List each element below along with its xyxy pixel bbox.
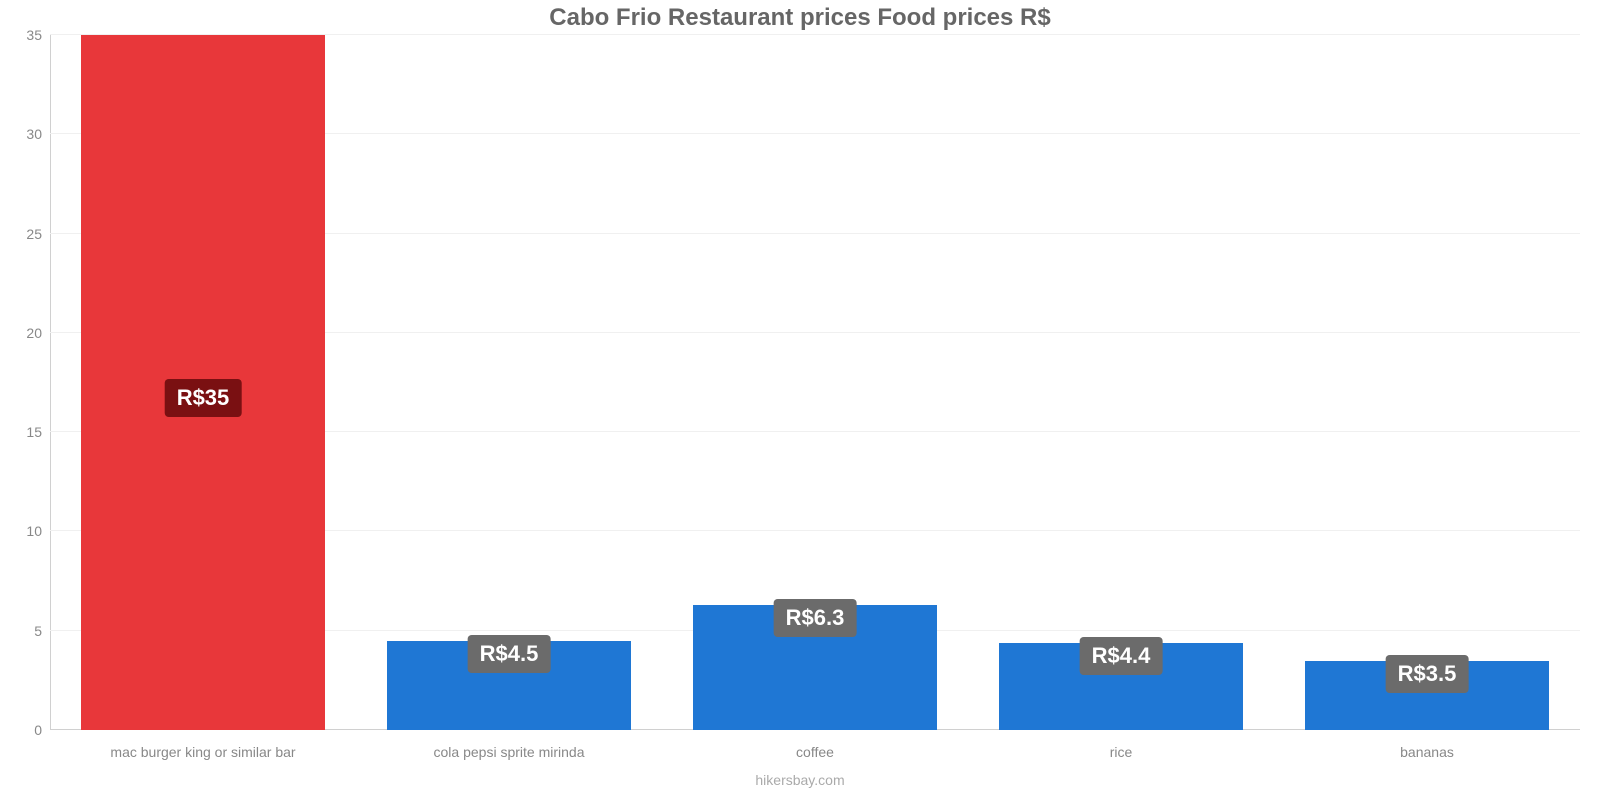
bar-slot: R$4.5 [356, 35, 662, 730]
bar-value-label: R$3.5 [1386, 655, 1469, 693]
chart-title: Cabo Frio Restaurant prices Food prices … [0, 0, 1600, 36]
y-tick-label: 0 [34, 722, 42, 738]
credit-text: hikersbay.com [0, 772, 1600, 788]
bar-slot: R$3.5 [1274, 35, 1580, 730]
bar-value-label: R$35 [165, 379, 242, 417]
bar: R$4.4 [999, 643, 1244, 730]
bar-value-label: R$6.3 [774, 599, 857, 637]
y-tick-label: 15 [26, 424, 42, 440]
x-axis-label: bananas [1274, 736, 1580, 760]
bar: R$3.5 [1305, 661, 1550, 731]
bar-slot: R$6.3 [662, 35, 968, 730]
x-axis-labels: mac burger king or similar barcola pepsi… [50, 736, 1580, 760]
x-axis-label: rice [968, 736, 1274, 760]
bar-slot: R$35 [50, 35, 356, 730]
bar: R$35 [81, 35, 326, 730]
bar-value-label: R$4.5 [468, 635, 551, 673]
y-tick-label: 10 [26, 523, 42, 539]
bars-row: R$35 R$4.5 R$6.3 R$4.4 R$3.5 [50, 35, 1580, 730]
y-tick-label: 5 [34, 623, 42, 639]
y-tick-label: 35 [26, 27, 42, 43]
y-tick-label: 30 [26, 126, 42, 142]
y-tick-label: 25 [26, 226, 42, 242]
y-tick-label: 20 [26, 325, 42, 341]
bar: R$4.5 [387, 641, 632, 730]
plot-area: 05101520253035 R$35R$4.5R$6.3R$4.4R$3.5 [50, 35, 1580, 730]
bar: R$6.3 [693, 605, 938, 730]
x-axis-label: cola pepsi sprite mirinda [356, 736, 662, 760]
x-axis-label: mac burger king or similar bar [50, 736, 356, 760]
bar-slot: R$4.4 [968, 35, 1274, 730]
chart-container: Cabo Frio Restaurant prices Food prices … [0, 0, 1600, 800]
bar-value-label: R$4.4 [1080, 637, 1163, 675]
x-axis-label: coffee [662, 736, 968, 760]
